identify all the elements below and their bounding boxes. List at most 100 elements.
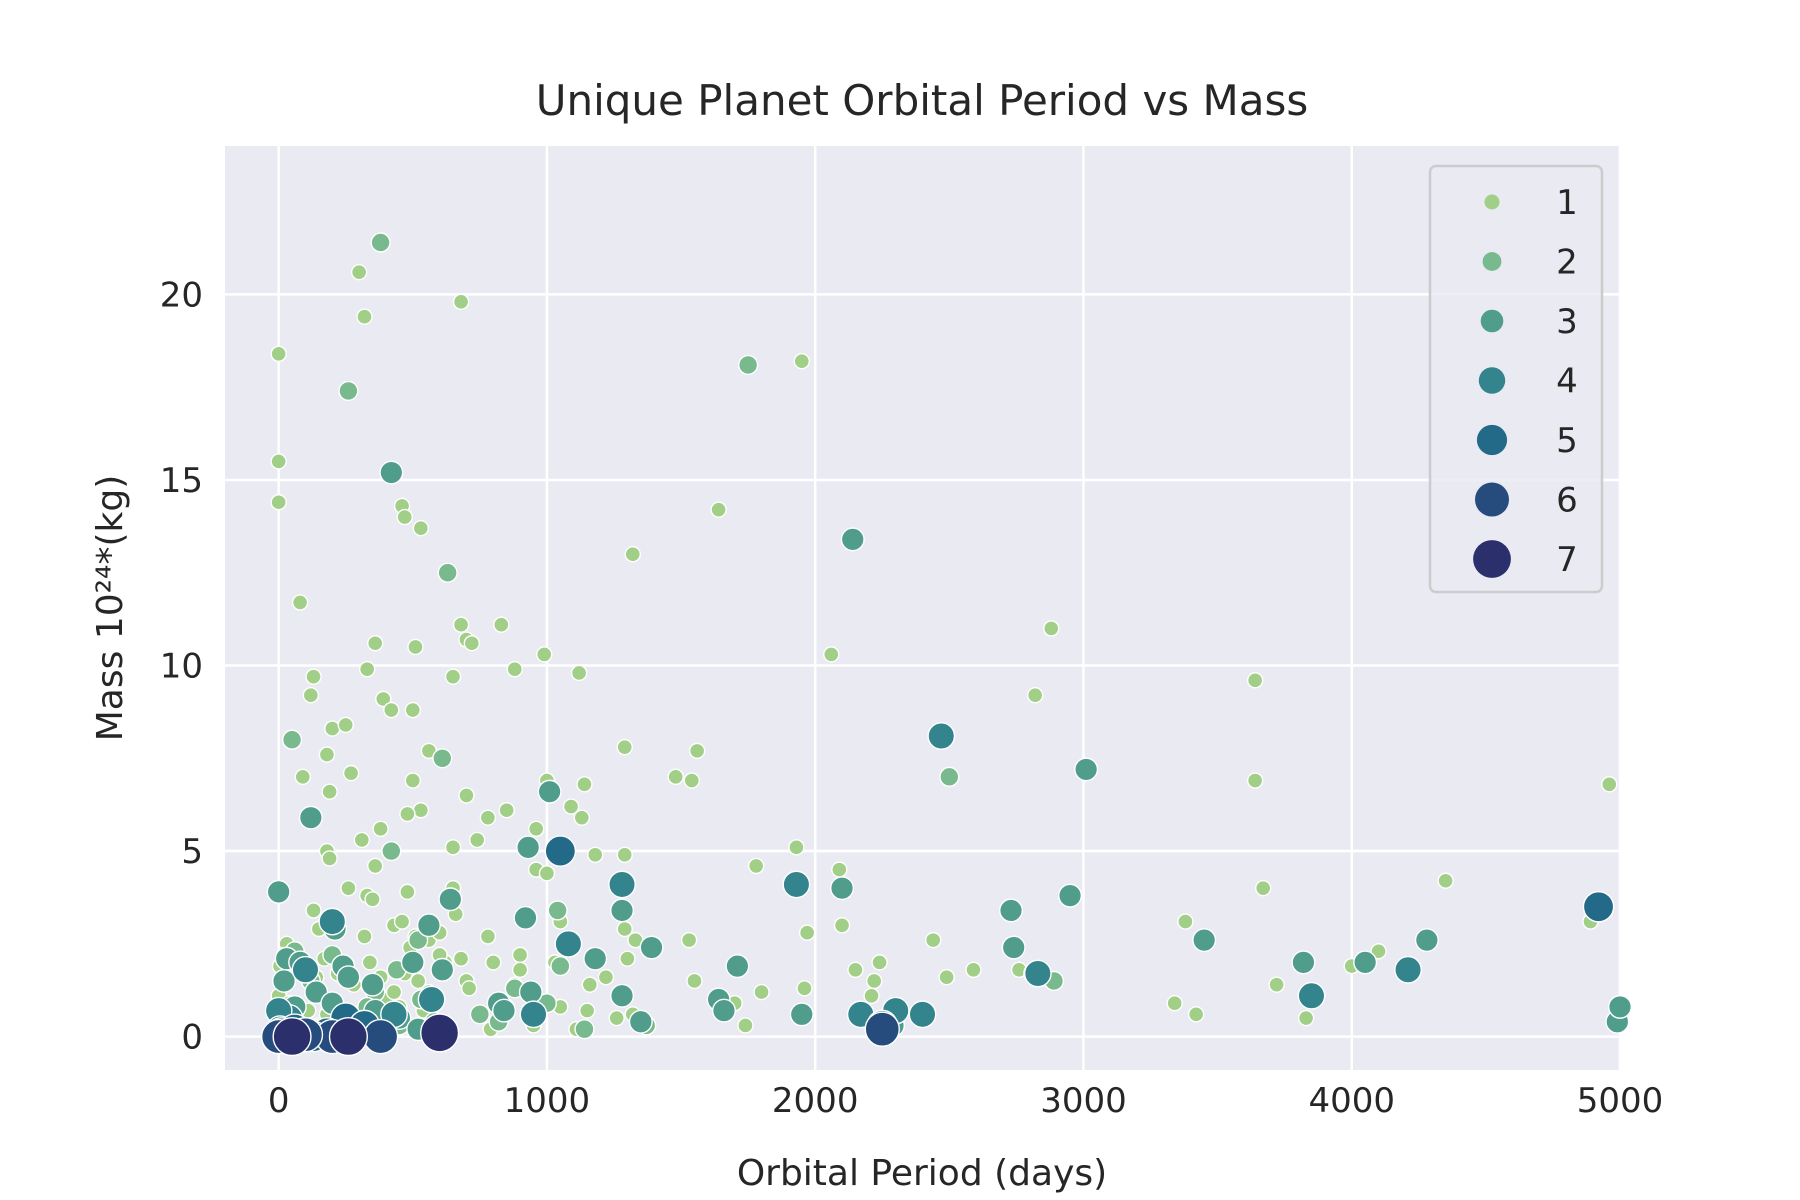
data-point xyxy=(608,1009,625,1027)
data-point xyxy=(1001,935,1026,960)
data-point xyxy=(823,646,840,663)
data-point xyxy=(597,969,615,986)
x-tick-label: 4000 xyxy=(1308,1081,1395,1121)
data-point xyxy=(511,961,529,979)
data-point xyxy=(737,1017,754,1034)
data-point xyxy=(432,748,453,769)
x-tick-label: 0 xyxy=(268,1081,290,1121)
data-point xyxy=(337,716,354,734)
data-point xyxy=(318,746,336,763)
data-point xyxy=(270,494,287,511)
data-point xyxy=(479,809,497,826)
data-point xyxy=(437,562,458,583)
data-point xyxy=(381,840,402,862)
data-point xyxy=(782,870,811,899)
data-point xyxy=(788,839,805,856)
data-point xyxy=(1192,928,1217,953)
legend-label: 3 xyxy=(1556,302,1578,342)
data-point xyxy=(1601,776,1618,793)
data-point xyxy=(342,764,360,782)
data-point xyxy=(710,501,727,518)
data-point xyxy=(328,1017,369,1057)
data-point xyxy=(493,616,510,633)
data-point xyxy=(1166,995,1183,1012)
data-point xyxy=(1437,872,1454,889)
data-point xyxy=(350,263,368,281)
data-point xyxy=(1370,943,1387,960)
data-point xyxy=(485,954,502,971)
data-point xyxy=(747,857,765,875)
data-point xyxy=(492,998,517,1023)
data-point xyxy=(370,232,391,253)
data-point xyxy=(570,664,588,682)
data-point xyxy=(840,527,865,552)
data-point xyxy=(796,980,813,997)
data-point xyxy=(831,861,848,878)
data-point xyxy=(452,293,470,311)
y-axis-label: Mass 10²⁴*(kg) xyxy=(90,475,131,742)
data-point xyxy=(925,931,942,949)
data-point xyxy=(1255,879,1272,897)
data-point xyxy=(372,820,389,837)
data-point xyxy=(291,955,320,984)
data-point xyxy=(463,635,481,652)
data-point xyxy=(1074,757,1099,782)
legend-marker xyxy=(1484,194,1500,210)
data-point xyxy=(444,839,462,856)
y-tick-label: 5 xyxy=(181,832,203,872)
x-tick-label: 5000 xyxy=(1577,1081,1664,1121)
data-point xyxy=(1582,890,1615,923)
data-point xyxy=(863,987,880,1004)
chart-title: Unique Planet Orbital Period vs Mass xyxy=(536,76,1309,125)
data-point xyxy=(362,1018,399,1055)
data-point xyxy=(1291,950,1316,975)
data-point xyxy=(628,1009,653,1034)
data-point xyxy=(498,802,515,819)
legend-marker xyxy=(1480,309,1504,333)
data-point xyxy=(452,616,470,633)
data-point xyxy=(506,661,523,678)
data-point xyxy=(396,508,413,526)
data-point xyxy=(358,661,376,678)
data-point xyxy=(458,787,475,804)
data-point xyxy=(1607,994,1632,1019)
data-point xyxy=(583,946,608,971)
data-point xyxy=(871,954,888,971)
data-point xyxy=(409,972,427,990)
data-point xyxy=(830,876,855,901)
data-point xyxy=(798,924,816,941)
data-point xyxy=(444,668,462,685)
data-point xyxy=(581,976,599,993)
data-point xyxy=(1268,976,1285,993)
data-point xyxy=(281,729,303,750)
legend-marker xyxy=(1478,367,1506,394)
data-point xyxy=(417,985,446,1014)
data-point xyxy=(711,998,736,1023)
data-point xyxy=(340,879,357,897)
data-point xyxy=(353,831,371,849)
data-point xyxy=(908,1000,937,1029)
data-point xyxy=(291,594,309,611)
y-tick-label: 0 xyxy=(181,1018,203,1058)
data-point xyxy=(847,961,864,979)
x-tick-label: 1000 xyxy=(504,1081,591,1121)
data-point xyxy=(399,883,416,901)
data-point xyxy=(1246,772,1264,789)
data-point xyxy=(266,879,291,904)
x-tick-label: 2000 xyxy=(772,1081,859,1121)
data-point xyxy=(298,805,323,830)
data-point xyxy=(460,980,478,997)
data-point xyxy=(364,891,381,908)
y-tick-label: 10 xyxy=(160,647,203,687)
legend-frame xyxy=(1428,164,1604,594)
data-point xyxy=(385,983,403,1001)
data-point xyxy=(789,1002,814,1027)
data-point xyxy=(688,742,706,760)
data-point xyxy=(1058,883,1083,908)
data-point xyxy=(753,983,770,1001)
data-point xyxy=(452,950,470,967)
data-point xyxy=(616,846,633,863)
data-point xyxy=(356,308,373,325)
data-point xyxy=(610,983,635,1008)
